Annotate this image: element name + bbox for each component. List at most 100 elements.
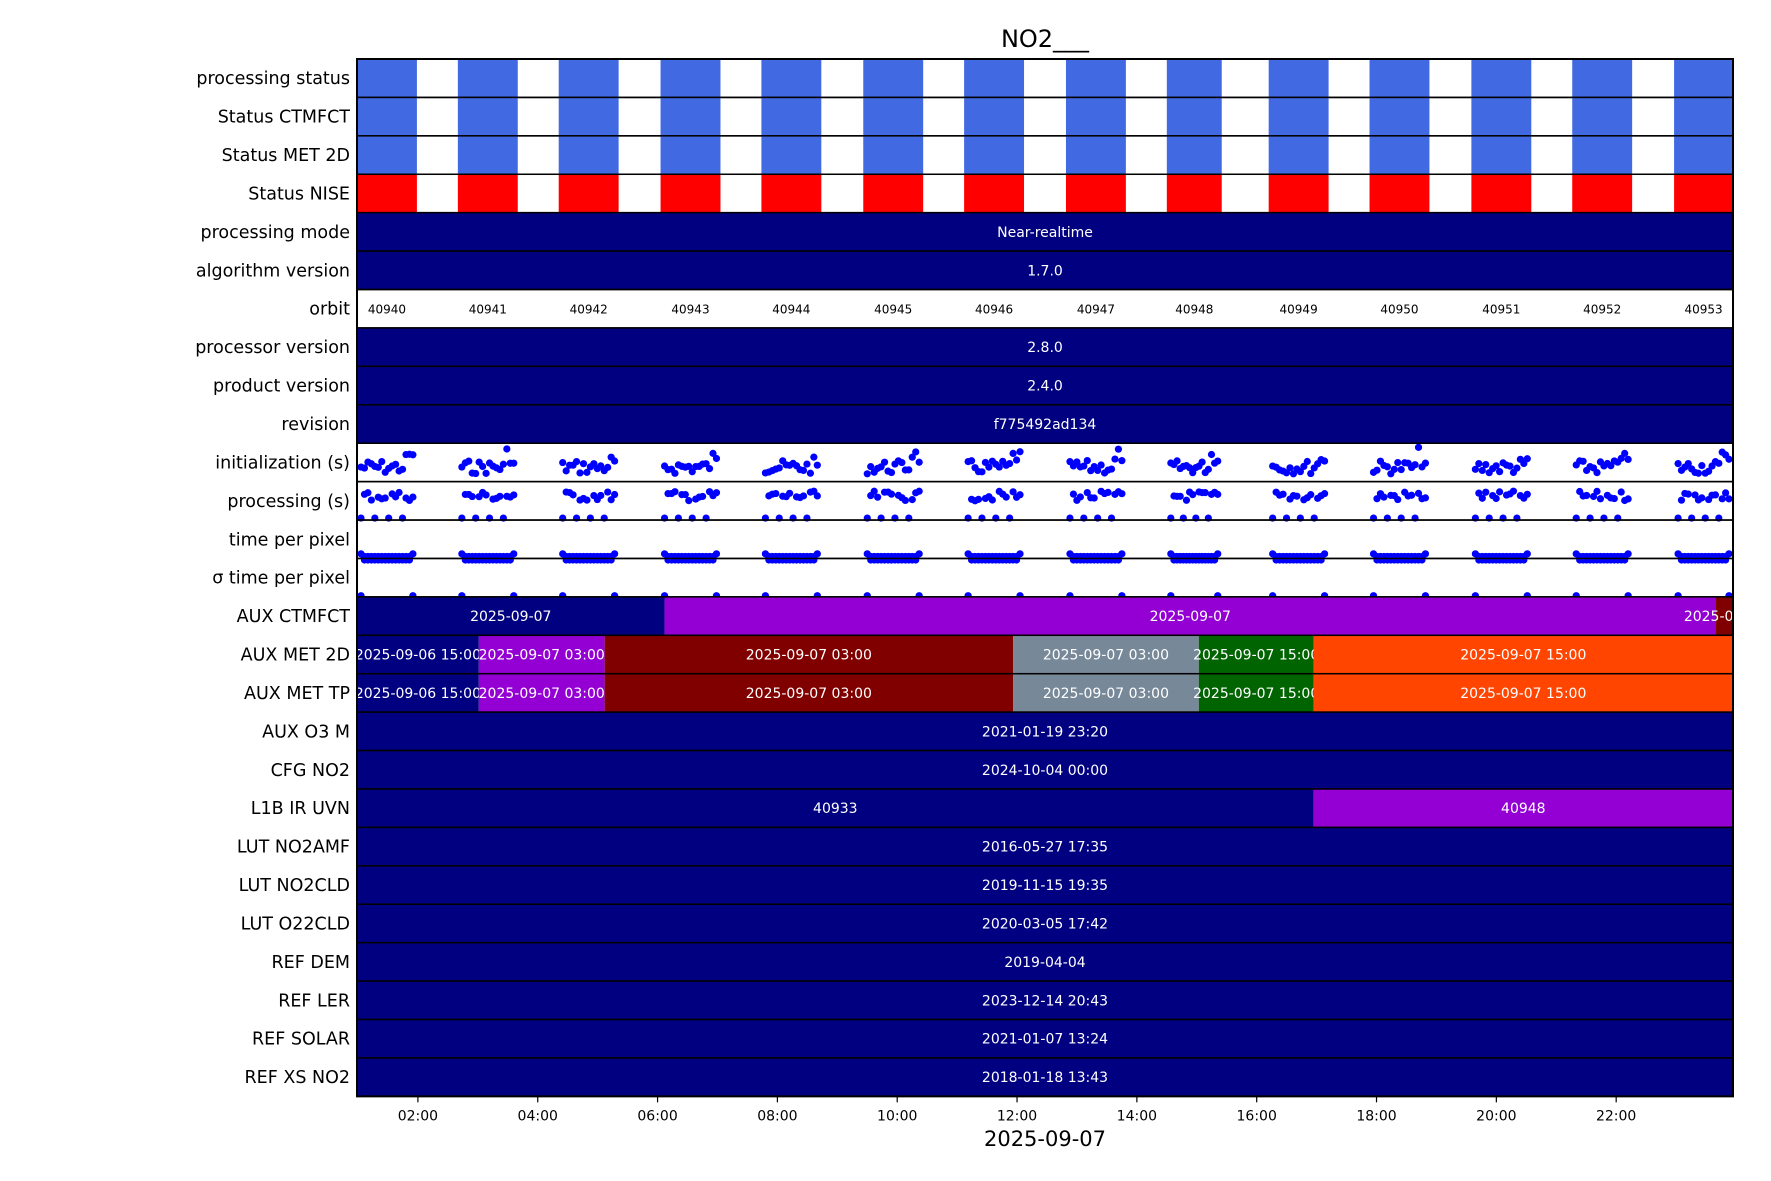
row-13: σ time per pixel: [212, 556, 1734, 600]
orbit-label: 40952: [1583, 303, 1621, 317]
scatter-point: [995, 463, 1003, 471]
row-26: REF XS NO2 2018-01-18 13:43: [244, 1057, 1734, 1098]
row-frame: [356, 288, 1734, 329]
band-label: 2.4.0: [1027, 379, 1063, 395]
scatter-point: [1390, 465, 1398, 473]
status-bar: [558, 59, 619, 98]
band-segment: [357, 904, 1733, 943]
band-segment: [357, 1019, 1733, 1058]
scatter-point: [681, 490, 689, 499]
band-label: Near-realtime: [997, 225, 1093, 241]
band-segment: [1716, 596, 1733, 636]
scatter-point: [360, 464, 369, 472]
scatter-point: [562, 467, 570, 475]
scatter-point: [1506, 462, 1514, 470]
status-bar: [558, 135, 619, 175]
scatter-point: [1279, 490, 1287, 498]
band-label: 2025-09-08: [1684, 609, 1765, 625]
band-label: 2016-05-27 17:35: [982, 840, 1108, 856]
x-axis: 02:00 04:00 06:00 08:00 10:00 12:00 14:00 16:00…: [398, 1096, 1636, 1124]
row-frame: [356, 480, 1734, 521]
scatter-point: [374, 463, 382, 471]
scatter-point: [1069, 490, 1078, 498]
scatter-point: [583, 496, 591, 504]
band-label: f775492ad134: [994, 417, 1097, 433]
scatter-point: [1421, 459, 1430, 467]
scatter-point: [712, 550, 721, 558]
scatter-point: [709, 449, 717, 457]
status-bar: [761, 135, 822, 175]
status-bar: [660, 174, 721, 213]
scatter-point: [1421, 550, 1430, 558]
status-bar: [1471, 59, 1532, 98]
status-bar: [1674, 97, 1733, 136]
row-6: orbit 40940 40941 40942 40943 40944 40945 40946…: [309, 288, 1734, 329]
scatter-point: [583, 468, 591, 476]
scatter-point: [1006, 459, 1014, 468]
band-label: 2025-09-07 03:00: [1043, 648, 1169, 664]
scatter-point: [1621, 449, 1629, 457]
row-label: processing (s): [227, 492, 350, 512]
scatter-point: [1624, 455, 1632, 464]
scatter-point: [1414, 443, 1423, 451]
status-bar: [1369, 59, 1430, 98]
scatter-point: [1320, 490, 1329, 498]
row-label: LUT O22CLD: [241, 914, 350, 934]
scatter-point: [905, 466, 913, 474]
status-bar: [863, 97, 924, 136]
scatter-point: [1198, 458, 1206, 466]
status-bar: [558, 97, 619, 136]
band-label: 2025-09-07 03:00: [746, 648, 872, 664]
plot-frame: [356, 58, 1734, 1098]
status-bar: [1268, 97, 1329, 136]
scatter-point: [1118, 550, 1126, 558]
band-label: 2025-09-07 03:00: [1043, 686, 1169, 702]
scatter-point: [887, 490, 896, 498]
scatter-point: [806, 469, 815, 477]
scatter-point: [908, 496, 916, 504]
scatter-point: [1722, 556, 1730, 564]
x-tick-label: 22:00: [1596, 1108, 1636, 1124]
row-label: product version: [213, 377, 350, 397]
scatter-point: [1523, 550, 1531, 558]
status-bar: [1166, 59, 1222, 98]
scatter-point: [1397, 465, 1405, 474]
scatter-point: [915, 458, 923, 466]
scatter-point: [482, 469, 490, 477]
status-bar: [1572, 59, 1633, 98]
scatter-point: [1107, 465, 1116, 473]
scatter-point: [1214, 550, 1222, 558]
scatter-point: [1094, 466, 1102, 475]
scatter-point: [465, 457, 473, 465]
band-segment: [1313, 788, 1733, 828]
row-label: AUX O3 M: [262, 722, 350, 742]
scatter-point: [799, 466, 808, 475]
band-segment: [1313, 635, 1733, 674]
scatter-point: [1617, 454, 1625, 462]
row-label: CFG NO2: [271, 761, 350, 781]
band-label: 40948: [1501, 801, 1546, 817]
row-12: time per pixel: [229, 519, 1734, 561]
scatter-point: [1475, 460, 1483, 468]
x-tick-label: 10:00: [877, 1108, 917, 1124]
status-bar: [357, 97, 417, 136]
scatter-point: [685, 462, 693, 470]
status-bar: [660, 135, 721, 175]
band-segment: [357, 635, 479, 674]
scatter-point: [409, 550, 417, 558]
row-1: Status CTMFCT: [218, 96, 1734, 137]
band-label: 2024-10-04 00:00: [982, 763, 1108, 779]
scatter-point: [1589, 492, 1598, 501]
row-0: processing status: [196, 58, 1734, 99]
status-bar: [660, 97, 721, 136]
band-segment: [1198, 673, 1314, 713]
orbit-label: 40950: [1380, 303, 1418, 317]
orbit-label: 40944: [772, 303, 810, 317]
status-bar: [1572, 174, 1633, 213]
scatter-point: [1583, 491, 1591, 500]
scatter-point: [1016, 448, 1024, 456]
status-bar: [660, 59, 721, 98]
scatter-point: [1320, 457, 1329, 465]
row-2: Status MET 2D: [222, 135, 1734, 176]
scatter-point: [1617, 488, 1625, 496]
